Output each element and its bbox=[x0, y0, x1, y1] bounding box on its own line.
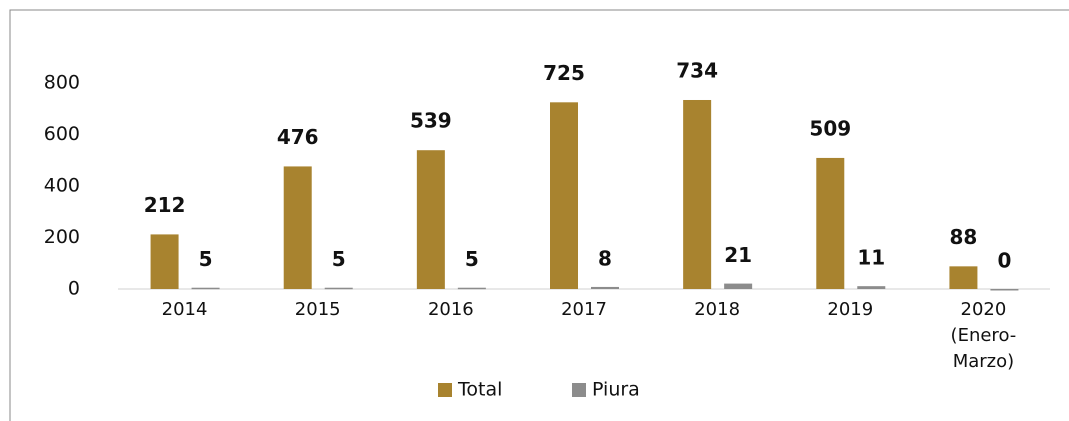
bar bbox=[324, 287, 353, 290]
x-tick-label: 2017 bbox=[561, 299, 607, 320]
data-label: 21 bbox=[724, 243, 752, 267]
bar bbox=[683, 99, 712, 290]
bar bbox=[949, 266, 978, 289]
x-tick-label: 2016 bbox=[427, 299, 474, 320]
data-label: 5 bbox=[332, 247, 346, 271]
data-label: 212 bbox=[144, 193, 186, 217]
data-label: 476 bbox=[277, 125, 319, 149]
bar bbox=[990, 289, 1019, 291]
y-tick-label: 800 bbox=[44, 72, 80, 94]
x-tick-label: 2020 (Enero-Marzo) bbox=[950, 299, 1017, 372]
x-tick-label: 2014 bbox=[161, 299, 208, 320]
bar bbox=[150, 234, 179, 289]
data-label: 5 bbox=[465, 247, 479, 271]
y-tick-label: 400 bbox=[44, 175, 80, 197]
y-tick-label: 200 bbox=[44, 226, 80, 248]
data-label: 725 bbox=[543, 61, 585, 85]
x-tick-label: 2019 bbox=[827, 299, 874, 320]
bar bbox=[857, 286, 886, 289]
data-label: 11 bbox=[857, 246, 885, 270]
data-label: 539 bbox=[410, 109, 452, 133]
bar bbox=[416, 150, 445, 289]
data-label: 0 bbox=[997, 249, 1011, 273]
data-label: 88 bbox=[950, 225, 978, 249]
legend-swatch bbox=[572, 383, 586, 397]
bar bbox=[724, 283, 753, 289]
y-tick-label: 0 bbox=[68, 278, 80, 300]
legend-label: Total bbox=[457, 379, 502, 401]
x-tick-label: 2015 bbox=[294, 299, 341, 320]
frame bbox=[9, 9, 1069, 421]
data-label: 5 bbox=[199, 247, 213, 271]
bar bbox=[457, 287, 486, 290]
x-tick-label: 2018 bbox=[694, 299, 741, 320]
bar bbox=[550, 102, 578, 289]
legend-label: Piura bbox=[592, 379, 640, 401]
data-label: 509 bbox=[809, 116, 851, 140]
data-label: 8 bbox=[598, 246, 612, 270]
bar bbox=[816, 157, 845, 289]
bar bbox=[191, 287, 220, 290]
bar bbox=[283, 166, 312, 289]
legend-swatch bbox=[438, 383, 452, 397]
data-label: 734 bbox=[676, 58, 718, 82]
bar bbox=[591, 286, 619, 289]
y-tick-label: 600 bbox=[44, 123, 80, 145]
